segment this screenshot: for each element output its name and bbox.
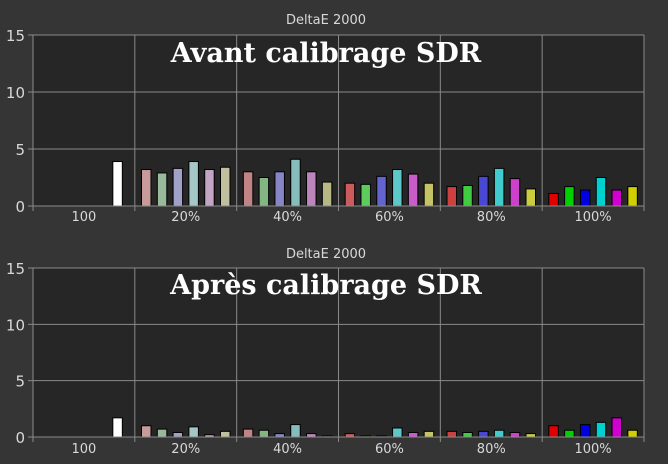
bar xyxy=(478,175,489,207)
bar xyxy=(392,169,403,207)
chart-after-calibration: DeltaE 2000 0 5 10 15 100 20% 40% 60% 80% 100% Aprè… xyxy=(6,247,645,457)
bar xyxy=(258,177,270,207)
bar xyxy=(564,429,575,438)
bar xyxy=(376,175,387,207)
bar xyxy=(188,426,199,438)
bar xyxy=(242,428,254,438)
bar xyxy=(392,427,403,438)
bar xyxy=(478,430,489,438)
bar xyxy=(156,428,168,438)
x-tick-label: 20% xyxy=(171,442,200,457)
bar xyxy=(204,169,215,207)
chart-heading: Avant calibrage SDR xyxy=(170,38,482,69)
x-tick-label: 100 xyxy=(72,442,97,457)
bar xyxy=(344,182,356,207)
bar xyxy=(423,430,435,438)
y-tick-label: 10 xyxy=(6,84,25,102)
bar xyxy=(462,431,473,438)
bar xyxy=(564,186,575,207)
bar xyxy=(306,171,317,207)
x-tick-label: 20% xyxy=(171,210,200,225)
bar xyxy=(407,173,419,207)
bar xyxy=(321,181,333,207)
bar xyxy=(360,183,371,207)
bar xyxy=(493,167,505,207)
x-tick-label: 80% xyxy=(477,210,506,225)
bar xyxy=(274,171,285,207)
bar xyxy=(156,172,168,207)
bar xyxy=(446,186,457,207)
x-tick-label: 60% xyxy=(375,210,404,225)
x-tick-label: 100 xyxy=(72,210,97,225)
y-tick-label: 15 xyxy=(6,27,25,45)
bar xyxy=(579,424,591,438)
x-tick-label: 40% xyxy=(273,442,302,457)
bar xyxy=(595,177,607,207)
bar xyxy=(112,161,123,207)
chart-title: DeltaE 2000 xyxy=(286,13,366,28)
x-tick-label: 100% xyxy=(574,210,611,225)
bar xyxy=(141,169,152,207)
x-tick-label: 40% xyxy=(273,210,302,225)
y-tick-label: 15 xyxy=(6,260,25,278)
bar xyxy=(595,421,607,438)
bar xyxy=(274,433,285,438)
bar xyxy=(220,430,231,438)
bar xyxy=(258,429,270,438)
y-tick-label: 5 xyxy=(15,141,25,159)
bar xyxy=(627,186,638,207)
y-tick-label: 0 xyxy=(15,198,25,216)
bar xyxy=(548,192,559,207)
chart-before-calibration: DeltaE 2000 0 5 10 15 100 20% 40% 60% 80% 100% Avan… xyxy=(6,13,645,225)
chart-heading: Après calibrage SDR xyxy=(169,270,482,301)
x-tick-label: 80% xyxy=(477,442,506,457)
bar xyxy=(611,417,623,438)
bar xyxy=(525,433,536,438)
bar xyxy=(525,188,536,207)
bar xyxy=(509,431,521,438)
bar xyxy=(172,167,184,207)
bar xyxy=(493,429,505,438)
x-tick-label: 100% xyxy=(574,442,611,457)
bar xyxy=(306,433,317,438)
bar xyxy=(462,184,473,207)
y-tick-label: 0 xyxy=(15,429,25,447)
bar xyxy=(188,161,199,207)
bar xyxy=(627,429,638,438)
bar xyxy=(548,425,559,438)
bar xyxy=(112,417,123,438)
bar xyxy=(141,425,152,438)
y-tick-label: 5 xyxy=(15,373,25,391)
x-tick-label: 60% xyxy=(375,442,404,457)
bar xyxy=(407,431,419,438)
bar xyxy=(344,433,356,438)
bar xyxy=(220,166,231,207)
chart-title: DeltaE 2000 xyxy=(286,247,366,262)
bar xyxy=(242,171,254,207)
y-tick-label: 10 xyxy=(6,316,25,334)
bar xyxy=(290,424,301,438)
bar xyxy=(579,189,591,207)
bar xyxy=(509,178,521,207)
bar xyxy=(172,431,184,438)
bar xyxy=(423,182,435,207)
bar xyxy=(446,430,457,438)
bar xyxy=(290,158,301,207)
bar xyxy=(611,189,623,207)
